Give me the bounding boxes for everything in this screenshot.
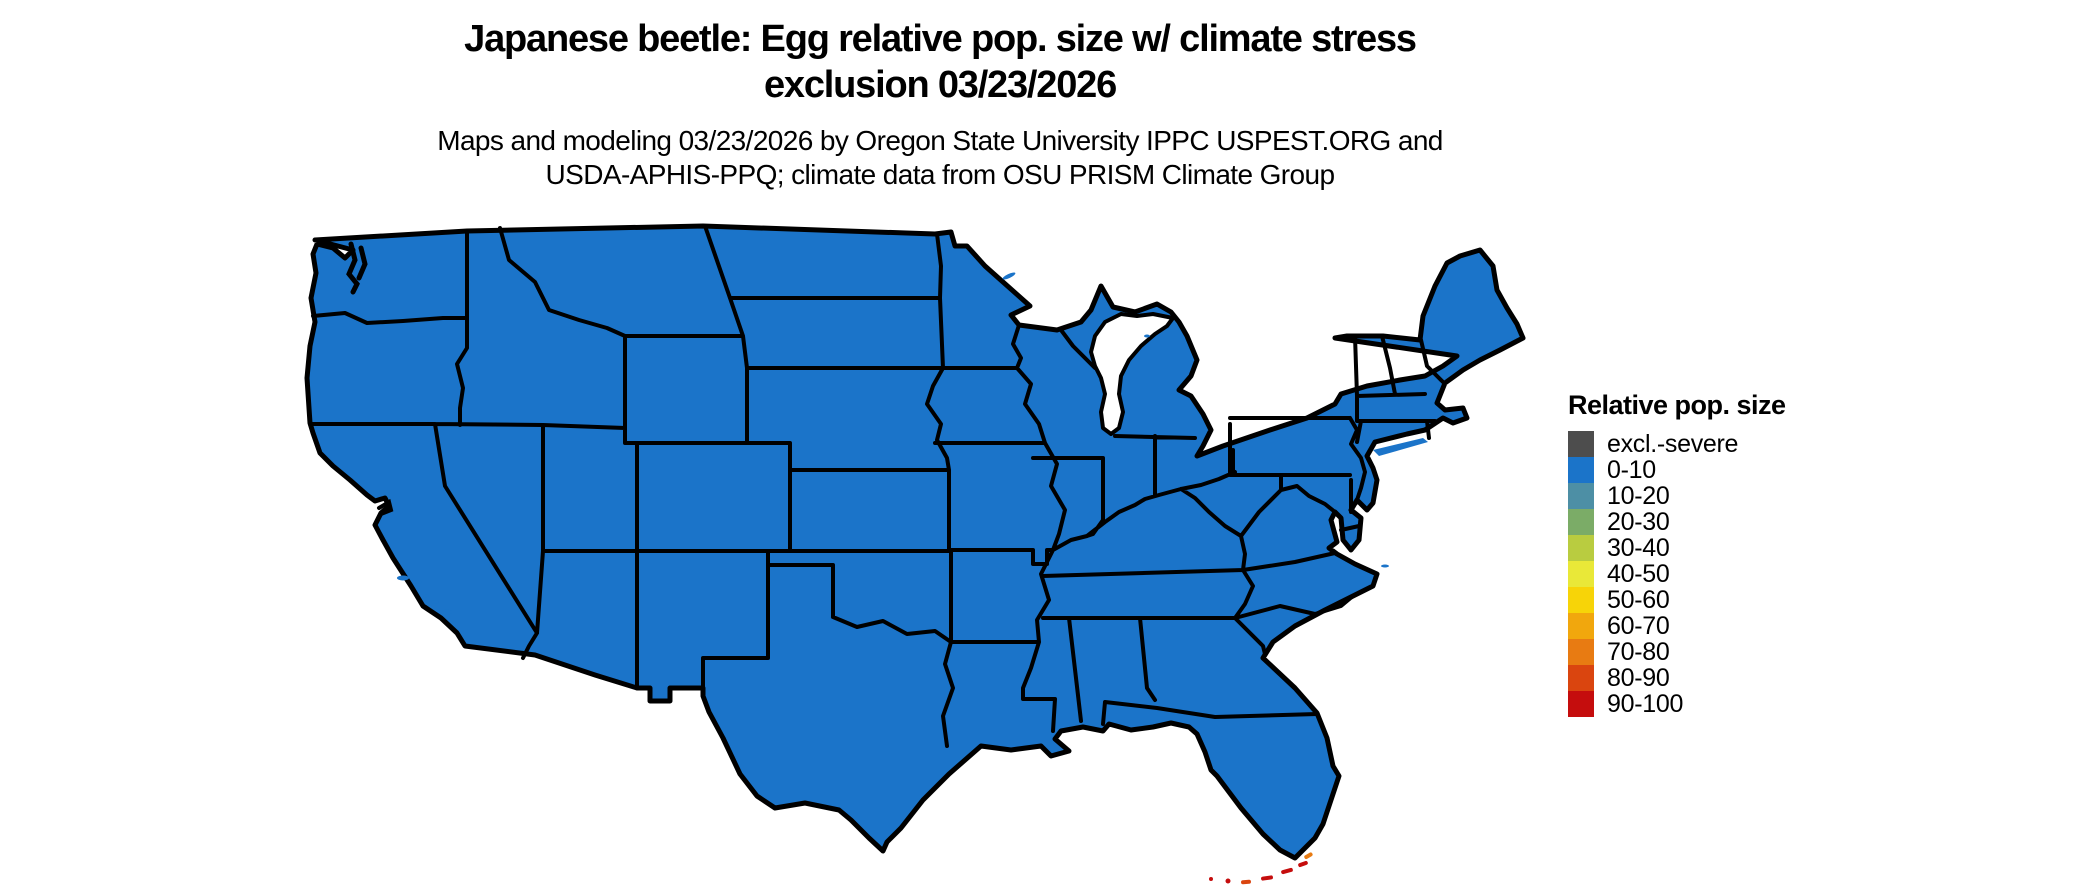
state-borders bbox=[308, 224, 1445, 748]
legend-item: excl.-severe bbox=[1568, 429, 1786, 458]
keys-segment bbox=[1241, 879, 1251, 885]
legend-swatch bbox=[1568, 431, 1594, 457]
legend-label: 20-30 bbox=[1607, 507, 1670, 536]
legend-swatch bbox=[1568, 509, 1594, 535]
legend-item: 40-50 bbox=[1568, 559, 1786, 588]
page-title: Japanese beetle: Egg relative pop. size … bbox=[290, 16, 1590, 108]
legend-swatch bbox=[1568, 561, 1594, 587]
san-francisco-bay-detail bbox=[377, 498, 394, 516]
title-line-1: Japanese beetle: Egg relative pop. size … bbox=[464, 18, 1417, 60]
channel-island bbox=[423, 594, 429, 598]
legend-swatch bbox=[1568, 587, 1594, 613]
legend-item: 10-20 bbox=[1568, 481, 1786, 510]
legend-title: Relative pop. size bbox=[1568, 390, 1786, 420]
subtitle-line-1: Maps and modeling 03/23/2026 by Oregon S… bbox=[437, 125, 1443, 156]
lake-michigan bbox=[1089, 312, 1175, 436]
legend-swatch bbox=[1568, 483, 1594, 509]
keys-segment bbox=[1261, 875, 1273, 881]
offshore-islands bbox=[397, 272, 1428, 615]
channel-island bbox=[431, 600, 439, 604]
lake-island bbox=[1144, 334, 1150, 338]
keys-segment bbox=[1281, 867, 1293, 875]
keys-segment bbox=[1298, 860, 1308, 868]
legend-label: 80-90 bbox=[1607, 663, 1670, 692]
cape-hatteras-bank bbox=[1381, 564, 1389, 568]
legend-swatch bbox=[1568, 613, 1594, 639]
legend-label: 10-20 bbox=[1607, 481, 1670, 510]
keys-segment bbox=[1304, 852, 1313, 859]
legend-item: 0-10 bbox=[1568, 455, 1786, 484]
puget-sound-detail bbox=[346, 241, 368, 295]
isle-royale bbox=[1002, 272, 1016, 280]
channel-island bbox=[412, 580, 422, 584]
legend-item: 60-70 bbox=[1568, 611, 1786, 640]
legend-swatch bbox=[1568, 457, 1594, 483]
legend-label: 60-70 bbox=[1607, 611, 1670, 640]
legend-swatch bbox=[1568, 639, 1594, 665]
us-choropleth-map bbox=[295, 218, 1565, 890]
legend-item: 30-40 bbox=[1568, 533, 1786, 562]
legend-label: 70-80 bbox=[1607, 637, 1670, 666]
page-subtitle: Maps and modeling 03/23/2026 by Oregon S… bbox=[290, 124, 1590, 192]
channel-island bbox=[442, 609, 452, 615]
legend-label: 40-50 bbox=[1607, 559, 1670, 588]
legend-item: 20-30 bbox=[1568, 507, 1786, 536]
subtitle-line-2: USDA-APHIS-PPQ; climate data from OSU PR… bbox=[545, 159, 1336, 190]
legend-label: 0-10 bbox=[1607, 455, 1656, 484]
legend-swatch bbox=[1568, 691, 1594, 717]
legend: Relative pop. size excl.-severe 0-10 10-20… bbox=[1568, 390, 1786, 718]
legend-item: 70-80 bbox=[1568, 637, 1786, 666]
keys-dot bbox=[1209, 877, 1213, 881]
legend-items: excl.-severe 0-10 10-20 20-30 30-40 40-50 50-6… bbox=[1568, 429, 1786, 718]
legend-swatch bbox=[1568, 535, 1594, 561]
legend-label: 90-100 bbox=[1607, 689, 1684, 718]
legend-item: 80-90 bbox=[1568, 663, 1786, 692]
legend-item: 50-60 bbox=[1568, 585, 1786, 614]
legend-item: 90-100 bbox=[1568, 689, 1786, 718]
map-header: Japanese beetle: Egg relative pop. size … bbox=[290, 16, 1590, 192]
legend-label: excl.-severe bbox=[1607, 429, 1739, 458]
channel-island bbox=[397, 575, 409, 581]
conus-outline bbox=[304, 223, 1526, 861]
florida-keys bbox=[1209, 852, 1313, 885]
us-map-svg bbox=[304, 223, 1526, 885]
keys-dot bbox=[1225, 878, 1231, 884]
legend-label: 50-60 bbox=[1607, 585, 1670, 614]
legend-swatch bbox=[1568, 665, 1594, 691]
hotspot-ca-speck-4 bbox=[498, 659, 504, 665]
long-island bbox=[1373, 438, 1428, 456]
legend-label: 30-40 bbox=[1607, 533, 1670, 562]
title-line-2: exclusion 03/23/2026 bbox=[763, 64, 1117, 106]
